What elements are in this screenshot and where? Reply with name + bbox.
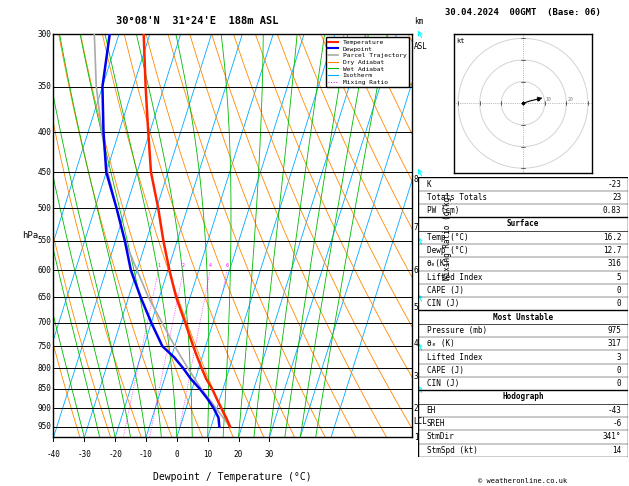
Text: 14: 14 <box>612 446 621 455</box>
Legend: Temperature, Dewpoint, Parcel Trajectory, Dry Adiabat, Wet Adiabat, Isotherm, Mi: Temperature, Dewpoint, Parcel Trajectory… <box>326 37 409 87</box>
Text: Dewpoint / Temperature (°C): Dewpoint / Temperature (°C) <box>153 472 312 482</box>
Text: CIN (J): CIN (J) <box>426 379 459 388</box>
Text: CAPE (J): CAPE (J) <box>426 286 464 295</box>
Text: 10: 10 <box>203 450 213 458</box>
Text: 975: 975 <box>608 326 621 335</box>
Text: 3: 3 <box>617 352 621 362</box>
Text: -10: -10 <box>139 450 153 458</box>
Text: 317: 317 <box>608 339 621 348</box>
Text: Dewp (°C): Dewp (°C) <box>426 246 468 255</box>
Text: Surface: Surface <box>507 220 539 228</box>
Text: 7: 7 <box>414 224 418 232</box>
Text: -23: -23 <box>608 179 621 189</box>
Text: 316: 316 <box>608 260 621 268</box>
Text: LCL: LCL <box>413 417 428 426</box>
Text: 30.04.2024  00GMT  (Base: 06): 30.04.2024 00GMT (Base: 06) <box>445 8 601 17</box>
Text: 750: 750 <box>38 342 52 351</box>
Text: 600: 600 <box>38 266 52 275</box>
Text: 0: 0 <box>617 299 621 308</box>
Text: 700: 700 <box>38 318 52 327</box>
Text: 900: 900 <box>38 404 52 413</box>
Text: 4: 4 <box>209 263 212 268</box>
Text: 0: 0 <box>617 366 621 375</box>
Text: 20: 20 <box>567 97 573 102</box>
Text: 10: 10 <box>546 97 552 102</box>
Text: K: K <box>426 179 431 189</box>
Text: 23: 23 <box>612 193 621 202</box>
Text: 30: 30 <box>265 450 274 458</box>
Text: Hodograph: Hodograph <box>502 393 544 401</box>
Text: 5: 5 <box>414 303 418 312</box>
Text: 1: 1 <box>157 263 160 268</box>
Text: 950: 950 <box>38 422 52 431</box>
Text: 800: 800 <box>38 364 52 373</box>
Text: Pressure (mb): Pressure (mb) <box>426 326 487 335</box>
Text: 300: 300 <box>38 30 52 38</box>
Text: EH: EH <box>426 406 436 415</box>
Text: km: km <box>414 17 423 26</box>
Text: θₑ(K): θₑ(K) <box>426 260 450 268</box>
Text: 16.2: 16.2 <box>603 233 621 242</box>
Text: -6: -6 <box>612 419 621 428</box>
Text: StmSpd (kt): StmSpd (kt) <box>426 446 477 455</box>
Text: -30: -30 <box>77 450 91 458</box>
Text: 500: 500 <box>38 204 52 212</box>
Text: 0.83: 0.83 <box>603 206 621 215</box>
Text: Most Unstable: Most Unstable <box>493 312 553 322</box>
Text: StmDir: StmDir <box>426 433 454 441</box>
Text: kt: kt <box>456 38 464 44</box>
Text: 8: 8 <box>414 175 418 184</box>
Text: Temp (°C): Temp (°C) <box>426 233 468 242</box>
Text: 850: 850 <box>38 384 52 393</box>
Text: CIN (J): CIN (J) <box>426 299 459 308</box>
Text: PW (cm): PW (cm) <box>426 206 459 215</box>
Text: 12.7: 12.7 <box>603 246 621 255</box>
Text: -40: -40 <box>47 450 60 458</box>
Text: CAPE (J): CAPE (J) <box>426 366 464 375</box>
Text: hPa: hPa <box>22 231 38 240</box>
Text: 3: 3 <box>414 372 418 381</box>
Text: 450: 450 <box>38 168 52 177</box>
Text: SREH: SREH <box>426 419 445 428</box>
Text: 6: 6 <box>414 266 418 275</box>
Text: 350: 350 <box>38 82 52 91</box>
Text: Mixing Ratio (g/kg): Mixing Ratio (g/kg) <box>443 192 452 279</box>
Text: 2: 2 <box>414 404 418 413</box>
Text: 4: 4 <box>414 340 418 348</box>
Text: -20: -20 <box>108 450 122 458</box>
Text: ASL: ASL <box>414 42 428 51</box>
Text: 20: 20 <box>234 450 243 458</box>
Text: 5: 5 <box>617 273 621 282</box>
Text: θₑ (K): θₑ (K) <box>426 339 454 348</box>
Text: 0: 0 <box>617 379 621 388</box>
Text: -43: -43 <box>608 406 621 415</box>
Text: 650: 650 <box>38 293 52 302</box>
Text: 6: 6 <box>225 263 228 268</box>
Text: 0: 0 <box>617 286 621 295</box>
Text: 400: 400 <box>38 127 52 137</box>
Text: 1: 1 <box>414 433 418 442</box>
Text: 2: 2 <box>182 263 185 268</box>
Text: 341°: 341° <box>603 433 621 441</box>
Text: Lifted Index: Lifted Index <box>426 352 482 362</box>
Text: 0: 0 <box>174 450 179 458</box>
Text: 550: 550 <box>38 236 52 245</box>
Text: © weatheronline.co.uk: © weatheronline.co.uk <box>479 478 567 484</box>
Text: Totals Totals: Totals Totals <box>426 193 487 202</box>
Text: 30°08'N  31°24'E  188m ASL: 30°08'N 31°24'E 188m ASL <box>116 16 278 26</box>
Text: Lifted Index: Lifted Index <box>426 273 482 282</box>
